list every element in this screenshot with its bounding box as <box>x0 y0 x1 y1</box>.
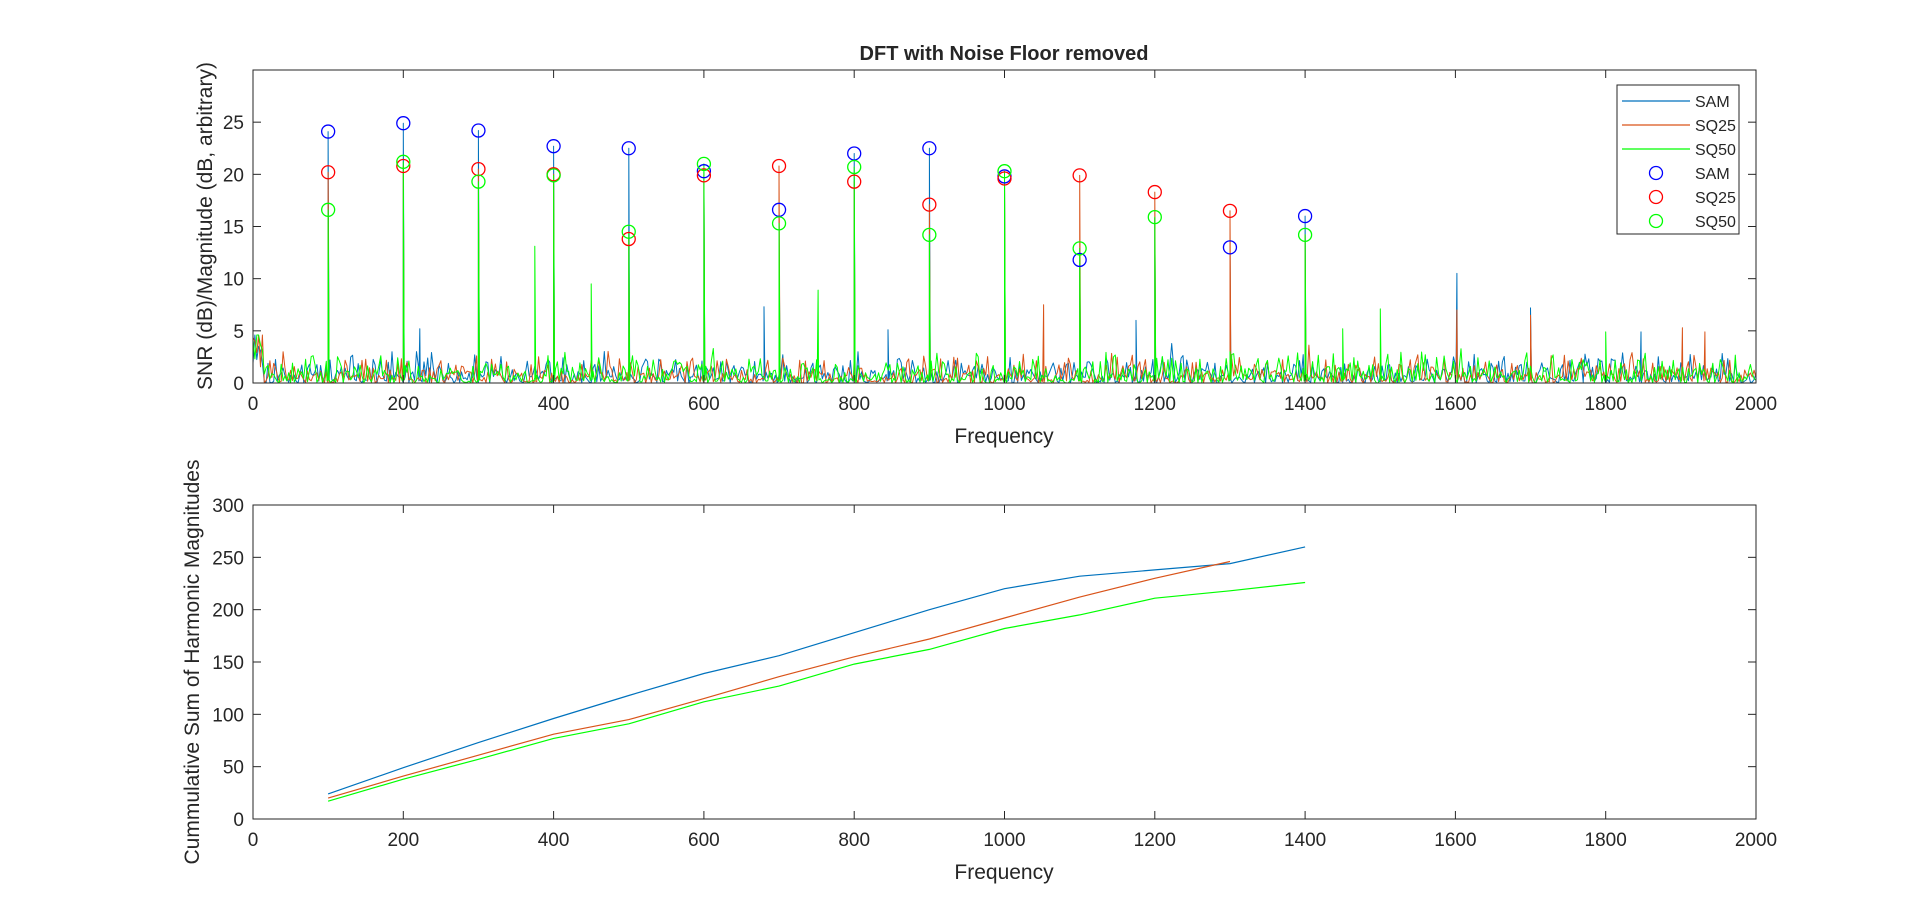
y-tick-label: 5 <box>233 322 244 343</box>
x-tick-label: 600 <box>688 394 720 415</box>
legend-label-sq50-marker: SQ50 <box>1695 214 1736 231</box>
dft-axes: 0 200 400 600 800 1000 1200 1400 1600 1800 2000 0 5 1… <box>194 62 1777 448</box>
cumulative-line-sam <box>327 546 1306 795</box>
y-tick-label: 150 <box>212 653 244 674</box>
x-tick-label: 0 <box>248 394 259 415</box>
cumulative-plot-area <box>327 546 1306 802</box>
x-tick-label: 1000 <box>983 394 1025 415</box>
peak-marker-sam <box>546 139 561 154</box>
legend-marker-sam <box>1648 165 1664 181</box>
figure-title: DFT with Noise Floor removed <box>860 43 1149 65</box>
peak-marker-sq25 <box>1072 168 1087 183</box>
x-tick-label: 2000 <box>1735 394 1777 415</box>
peak-marker-sq25 <box>621 231 636 247</box>
dft-plot-area <box>252 116 1757 384</box>
peak-marker-sq50 <box>997 164 1012 179</box>
peak-marker-sq50 <box>847 159 862 175</box>
peak-marker-sq25 <box>696 168 712 183</box>
peak-marker-sq50 <box>771 216 787 231</box>
peak-marker-sam <box>696 164 712 179</box>
peak-marker-sq50 <box>1147 209 1162 225</box>
y-tick-label: 100 <box>212 705 244 726</box>
peak-marker-sq50 <box>396 154 411 169</box>
legend-label-sam-line: SAM <box>1695 94 1730 111</box>
cumulative-line-sq25 <box>327 560 1231 799</box>
cumulative-line-sq50 <box>327 581 1306 802</box>
series-line-sq50 <box>252 161 1757 384</box>
legend-label-sq25-marker: SQ25 <box>1695 190 1736 207</box>
x-tick-label: 1000 <box>983 830 1025 851</box>
peak-marker-sam <box>320 124 336 139</box>
x-tick-label: 1200 <box>1134 394 1176 415</box>
peak-marker-sq25 <box>1147 184 1162 200</box>
peak-marker-sq25 <box>396 158 411 174</box>
cumulative-axes: 0 200 400 600 800 1000 1200 1400 1600 1800 2000 0 50… <box>181 460 1777 885</box>
cumulative-x-axis-label: Frequency <box>954 861 1054 884</box>
x-tick-label: 0 <box>248 830 259 851</box>
peak-marker-sq50 <box>696 156 712 172</box>
peak-marker-sq50 <box>1297 227 1313 242</box>
y-tick-label: 0 <box>233 374 244 395</box>
peak-marker-sq25 <box>922 197 937 212</box>
peak-marker-sam <box>471 123 486 138</box>
legend-label-sam-marker: SAM <box>1695 166 1730 183</box>
peak-marker-sq25 <box>320 165 336 180</box>
x-tick-label: 600 <box>688 830 720 851</box>
x-tick-label: 200 <box>387 394 419 415</box>
dft-x-axis-label: Frequency <box>954 425 1054 448</box>
peak-marker-sq25 <box>771 158 787 174</box>
x-tick-label: 1600 <box>1434 394 1476 415</box>
peak-marker-sam <box>1222 240 1238 255</box>
cumulative-axes-box <box>252 504 1757 820</box>
peak-marker-sam <box>396 116 411 131</box>
y-tick-label: 200 <box>212 601 244 622</box>
cumulative-ticks: 0 200 400 600 800 1000 1200 1400 1600 1800 2000 0 50… <box>212 496 1777 851</box>
peak-marker-sq50 <box>1072 241 1087 256</box>
y-tick-label: 300 <box>212 496 244 517</box>
legend-box <box>1616 84 1740 235</box>
peak-marker-sq50 <box>621 224 636 239</box>
legend-label-sq25-line: SQ25 <box>1695 118 1736 135</box>
x-tick-label: 1600 <box>1434 830 1476 851</box>
legend-label-sq50-line: SQ50 <box>1695 142 1736 159</box>
peak-marker-sq25 <box>847 174 862 189</box>
y-tick-label: 50 <box>223 758 244 779</box>
cumulative-y-axis-label: Cummulative Sum of Harmonic Magnitudes <box>181 460 204 865</box>
x-tick-label: 400 <box>538 394 570 415</box>
x-tick-label: 1200 <box>1134 830 1176 851</box>
peak-marker-sam <box>621 141 636 156</box>
x-tick-label: 1400 <box>1284 394 1326 415</box>
peak-marker-sq50 <box>320 202 336 217</box>
y-tick-label: 0 <box>233 810 244 831</box>
x-tick-label: 200 <box>387 830 419 851</box>
x-tick-label: 400 <box>538 830 570 851</box>
x-tick-label: 800 <box>838 394 870 415</box>
x-tick-label: 1400 <box>1284 830 1326 851</box>
x-tick-label: 1800 <box>1585 830 1627 851</box>
peak-marker-sam <box>922 141 937 156</box>
x-tick-label: 800 <box>838 830 870 851</box>
legend-marker-sq50 <box>1648 213 1664 229</box>
x-tick-label: 2000 <box>1735 830 1777 851</box>
peak-marker-sq50 <box>546 168 561 183</box>
peak-marker-sq25 <box>1222 203 1238 219</box>
x-tick-label: 1800 <box>1585 394 1627 415</box>
legend-marker-sq25 <box>1648 189 1664 205</box>
dft-legend: SAM SQ25 SQ50 SAM SQ25 SQ50 <box>1616 84 1740 235</box>
peak-marker-sq50 <box>471 174 486 189</box>
peak-marker-sq25 <box>997 171 1012 186</box>
peak-marker-sq50 <box>922 227 937 242</box>
y-tick-label: 15 <box>223 218 244 239</box>
y-tick-label: 20 <box>223 165 244 186</box>
y-tick-label: 10 <box>223 270 244 291</box>
peak-marker-sam <box>1297 208 1313 224</box>
peak-marker-sam <box>1072 252 1087 268</box>
dft-ticks: 0 200 400 600 800 1000 1200 1400 1600 1800 2000 0 5 1… <box>223 70 1777 415</box>
dft-y-axis-label: SNR (dB)/Magnitude (dB, arbitrary) <box>194 62 217 390</box>
y-tick-label: 25 <box>223 113 244 134</box>
y-tick-label: 250 <box>212 548 244 569</box>
series-line-sam <box>252 122 1757 384</box>
